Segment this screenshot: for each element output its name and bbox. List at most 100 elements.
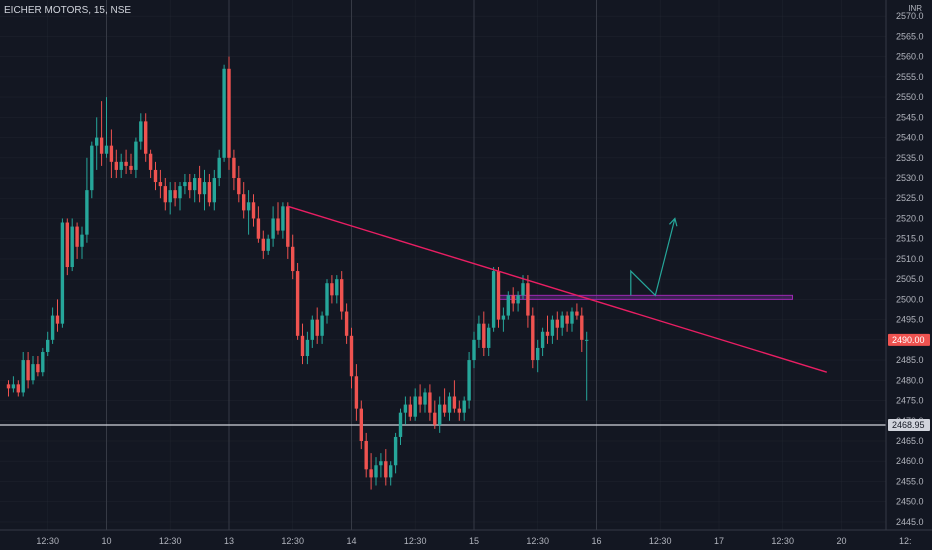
candle-body — [496, 271, 501, 320]
candle-body — [6, 384, 11, 389]
hline-price-tag-bg — [888, 419, 930, 432]
price-tick-label: 2455.0 — [896, 476, 924, 486]
time-axis[interactable]: 12:30 10 12:30 13 12:30 14 12:30 15 12:30 16 12:30… — [0, 529, 932, 550]
time-tick-label: 12: — [899, 536, 912, 546]
price-tick-label: 2570.0 — [896, 11, 924, 21]
grid-lines — [0, 0, 886, 530]
candle-body — [134, 141, 138, 170]
candle-body — [359, 408, 363, 441]
candle-body — [266, 238, 270, 251]
time-tick-label: 12:30 — [281, 536, 304, 546]
last-price-tag-bg — [888, 333, 930, 346]
price-axis[interactable]: 2445.02450.02455.02460.02465.02470.02475… — [885, 0, 932, 550]
candle-body — [389, 465, 393, 478]
candle-body — [144, 121, 148, 154]
candle-body — [575, 311, 579, 316]
projection-arrowhead[interactable] — [669, 217, 678, 227]
candle-body — [246, 202, 251, 211]
candle-body — [438, 404, 442, 425]
candle-body — [506, 295, 510, 316]
candle-body — [315, 319, 319, 336]
trendline-path[interactable] — [287, 205, 828, 373]
candle-body — [80, 234, 84, 247]
price-tick-label: 2520.0 — [896, 213, 924, 223]
candle-body — [295, 271, 300, 336]
trendline[interactable] — [287, 205, 828, 373]
candle-body — [462, 400, 466, 413]
candle-body — [139, 121, 143, 142]
candle-body — [153, 169, 158, 183]
candle-body — [163, 186, 167, 203]
candle-body — [281, 206, 285, 231]
candle-body — [183, 182, 187, 187]
time-tick-label: 12:30 — [36, 536, 59, 546]
candle-body — [197, 178, 202, 195]
price-tick-label: 2505.0 — [896, 274, 924, 284]
candle-body — [545, 331, 550, 336]
candle-body — [413, 396, 417, 417]
time-axis-bg — [0, 530, 932, 550]
time-tick-label: 16 — [591, 536, 601, 546]
currency-label: INR — [908, 4, 922, 13]
candle-body — [168, 190, 172, 203]
candle-body — [50, 315, 55, 340]
price-tick-label: 2540.0 — [896, 133, 924, 143]
candle-body — [188, 182, 192, 191]
candle-body — [550, 319, 555, 336]
candle-body — [354, 376, 359, 409]
candle-body — [291, 246, 295, 272]
candle-body — [580, 315, 584, 340]
candle-body — [555, 319, 559, 328]
candle-body — [16, 384, 20, 393]
candle-body — [536, 347, 540, 361]
candle-body — [516, 295, 520, 304]
candle-body — [364, 440, 368, 470]
price-tick-label: 2530.0 — [896, 173, 924, 183]
candle-body — [193, 178, 197, 191]
time-tick-label: 12:30 — [649, 536, 672, 546]
price-tick-label: 2535.0 — [896, 153, 924, 163]
candle-body — [305, 339, 310, 357]
projection-path[interactable] — [630, 218, 676, 297]
symbol-label: EICHER MOTORS, 15, NSE — [4, 5, 132, 16]
price-tick-label: 2450.0 — [896, 497, 924, 507]
candle-body — [418, 396, 422, 405]
price-axis-bg — [886, 0, 932, 550]
candle-body — [271, 218, 275, 239]
candle-body — [335, 279, 339, 296]
candle-body — [109, 145, 114, 162]
candle-body — [433, 412, 437, 425]
hline-price-tag: 2468.95 — [892, 420, 925, 430]
candle-body — [467, 360, 471, 401]
candle-body — [276, 218, 280, 231]
candle-body — [173, 190, 177, 199]
zone-rect[interactable] — [498, 294, 793, 300]
candle-body — [261, 238, 265, 251]
candle-body — [325, 283, 329, 316]
candle-body — [565, 315, 569, 324]
price-tick-label: 2525.0 — [896, 193, 924, 203]
candle-body — [477, 323, 481, 340]
candle-body — [570, 311, 574, 324]
candle-body — [398, 412, 403, 437]
time-tick-label: 12:30 — [771, 536, 794, 546]
resistance-zone[interactable] — [498, 294, 793, 300]
price-tick-label: 2465.0 — [896, 436, 924, 446]
candle-body — [344, 311, 349, 336]
candlestick-series — [6, 56, 589, 490]
candle-body — [428, 392, 432, 413]
candle-body — [41, 351, 45, 373]
time-tick-label: 12:30 — [526, 536, 549, 546]
candle-body — [217, 157, 221, 179]
candle-body — [491, 271, 496, 328]
candle-body — [452, 396, 457, 409]
candle-body — [511, 295, 515, 304]
time-tick-label: 10 — [101, 536, 111, 546]
candle-body — [501, 315, 506, 320]
candle-body — [237, 178, 241, 195]
time-tick-label: 15 — [469, 536, 479, 546]
candle-body — [95, 137, 99, 146]
candle-body — [46, 339, 50, 352]
projection-arrow[interactable] — [630, 217, 678, 297]
